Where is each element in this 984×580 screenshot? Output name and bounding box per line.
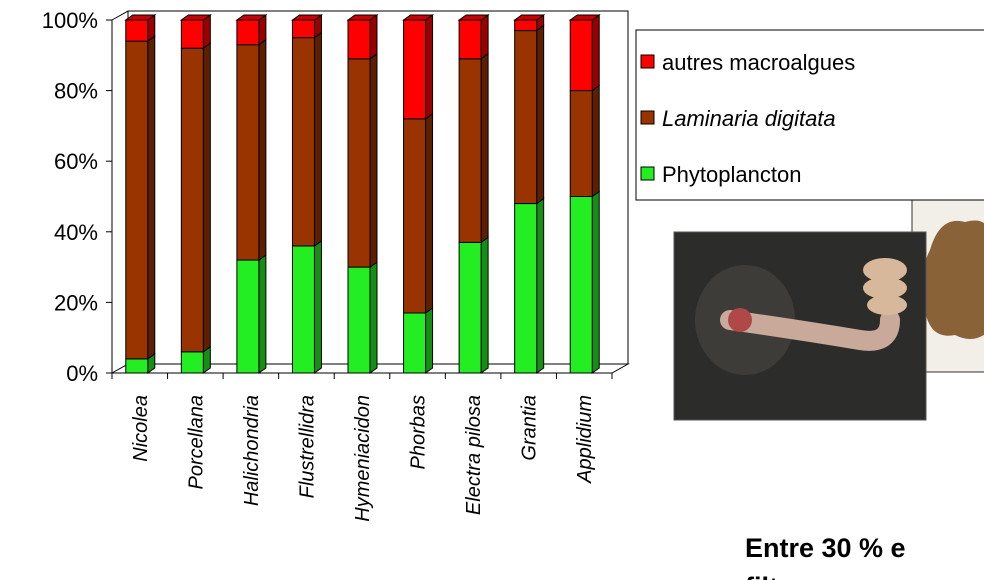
bar-side — [481, 15, 488, 59]
y-tick-label: 40% — [54, 220, 98, 245]
bar-segment — [459, 59, 481, 243]
bar-segment — [459, 20, 481, 59]
bar-segment — [404, 20, 426, 119]
y-axis-depth — [112, 11, 128, 20]
bar-segment — [126, 359, 148, 373]
slide-text: filtreurs prov — [745, 572, 912, 580]
bar-side — [314, 33, 321, 246]
bar-segment — [292, 20, 314, 38]
bar-segment — [237, 20, 259, 45]
bar-segment — [126, 41, 148, 359]
x-tick-label: Flustrellidra — [296, 395, 318, 498]
photo-worm — [674, 232, 926, 420]
bar-side — [537, 26, 544, 204]
legend-swatch — [641, 55, 654, 68]
bar-segment — [515, 20, 537, 31]
bar-side — [203, 15, 210, 48]
x-tick-label: Halichondria — [241, 395, 263, 506]
legend-label: Laminaria digitata — [662, 106, 836, 131]
bar-side — [148, 36, 155, 359]
bar-segment — [570, 197, 592, 374]
x-tick-label: Electra pilosa — [463, 395, 485, 515]
bar-segment — [570, 91, 592, 197]
bar-side — [370, 15, 377, 59]
page: {"chart_data": {"type": "bar", "stacked"… — [0, 0, 984, 580]
bar-segment — [181, 20, 203, 48]
y-tick-label: 100% — [42, 8, 98, 33]
bar-side — [370, 262, 377, 373]
bar-segment — [515, 204, 537, 373]
bar-side — [592, 192, 599, 374]
y-tick-label: 20% — [54, 290, 98, 315]
bar-segment — [459, 242, 481, 373]
bar-side — [203, 43, 210, 352]
bar-side — [592, 15, 599, 91]
bar-side — [259, 255, 266, 373]
bar-side — [426, 114, 433, 313]
legend-swatch — [641, 111, 654, 124]
slide-canvas: 0% 20% 40% 60% 80% 100% Nicolea Porcellana Halic… — [0, 0, 984, 580]
x-tick-label: Hymeniacidon — [352, 395, 374, 522]
x-tick-label: Applidium — [574, 395, 596, 484]
x-tick-label: Porcellana — [185, 395, 207, 490]
bar-segment — [181, 352, 203, 373]
bar-segment — [404, 119, 426, 313]
legend-label: autres macroalgues — [662, 50, 855, 75]
bar-side — [426, 15, 433, 119]
bar-side — [314, 241, 321, 373]
legend-label: Phytoplancton — [662, 162, 801, 187]
y-tick-label: 0% — [66, 361, 98, 386]
bar-side — [426, 308, 433, 373]
bar-segment — [292, 246, 314, 373]
bar-segment — [181, 48, 203, 352]
bar-side — [370, 54, 377, 267]
bar-segment — [348, 20, 370, 59]
bar-side — [537, 199, 544, 373]
x-tick-label: Grantia — [519, 395, 541, 461]
bar-side — [592, 86, 599, 197]
slide-text: Entre 30 % e — [745, 533, 906, 563]
bar-segment — [570, 20, 592, 91]
x-tick-label: Nicolea — [130, 395, 152, 462]
y-tick-label: 60% — [54, 149, 98, 174]
bar-side — [259, 40, 266, 260]
bar-side — [481, 54, 488, 243]
bar-segment — [515, 31, 537, 204]
x-tick-label: Phorbas — [408, 395, 430, 470]
chart: 0% 20% 40% 60% 80% 100% Nicolea Porcellana Halic… — [42, 8, 628, 522]
legend-swatch — [641, 167, 654, 180]
bar-side — [481, 237, 488, 373]
y-tick-label: 80% — [54, 79, 98, 104]
bar-segment — [126, 20, 148, 41]
bar-segment — [348, 59, 370, 267]
bar-segment — [292, 38, 314, 246]
bar-segment — [404, 313, 426, 373]
bar-segment — [348, 267, 370, 373]
bar-segment — [237, 45, 259, 260]
bar-segment — [237, 260, 259, 373]
